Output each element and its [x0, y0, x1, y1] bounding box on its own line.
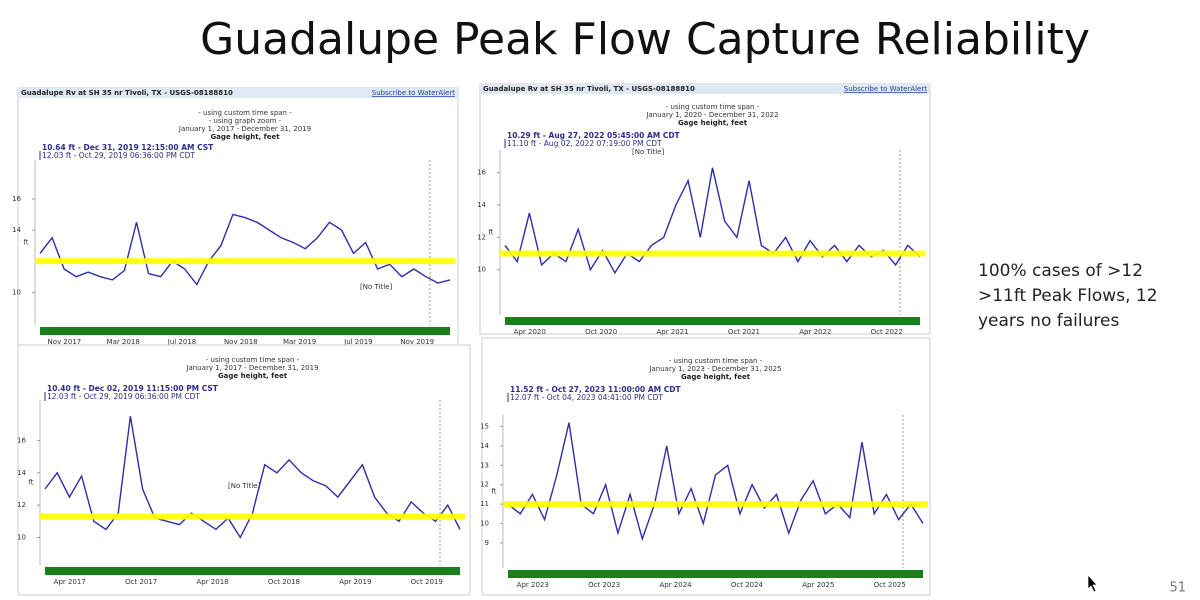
y-tick-label: 15	[480, 423, 489, 431]
note-line: years no failures	[978, 311, 1119, 331]
x-tick-label: Apr 2022	[799, 328, 831, 336]
note-line: 100% cases of >12	[978, 261, 1143, 281]
x-tick-label: Oct 2018	[268, 578, 300, 586]
readout: 11.10 ft - Aug 02, 2022 07:19:00 PM CDT	[507, 139, 662, 148]
x-tick-label: Apr 2017	[54, 578, 86, 586]
readout: 12.07 ft - Oct 04, 2023 04:41:00 PM CDT	[510, 393, 663, 402]
approval-bar	[508, 570, 923, 578]
x-tick-label: Jul 2019	[343, 338, 373, 346]
no-title-label: [No Title]	[632, 148, 664, 156]
y-tick-label: 14	[480, 442, 489, 450]
x-tick-label: Apr 2018	[196, 578, 228, 586]
approval-bar	[40, 327, 450, 335]
y-tick-label: 9	[485, 539, 489, 547]
y-tick-label: 11	[480, 500, 489, 508]
x-tick-label: Nov 2019	[400, 338, 434, 346]
x-tick-label: Apr 2019	[339, 578, 371, 586]
page-number: 51	[1169, 581, 1186, 596]
no-title-label: [No Title]	[360, 283, 392, 291]
x-tick-label: Oct 2019	[411, 578, 443, 586]
cursor	[1087, 574, 1098, 593]
x-tick-label: Oct 2020	[585, 328, 617, 336]
x-tick-label: Oct 2023	[588, 581, 620, 589]
readout: 10.29 ft - Aug 27, 2022 05:45:00 AM CDT	[507, 131, 681, 140]
x-tick-label: Nov 2017	[48, 338, 82, 346]
x-tick-label: Oct 2021	[728, 328, 760, 336]
panel-frame	[17, 344, 471, 596]
readout: 10.64 ft - Dec 31, 2019 12:15:00 AM CST	[42, 143, 214, 152]
graph-subtitle: January 1, 2020 - December 31, 2022	[645, 111, 778, 119]
no-title-label: [No Title]	[228, 482, 260, 490]
graph-subtitle: - using custom time span -	[206, 356, 300, 364]
x-tick-label: Nov 2018	[224, 338, 258, 346]
x-tick-label: Apr 2023	[517, 581, 549, 589]
y-tick-label: 14	[12, 226, 21, 234]
y-tick-label: 12	[477, 233, 486, 241]
y-tick-label: 10	[477, 266, 486, 274]
graph-subtitle: January 1, 2017 - December 31, 2019	[178, 125, 311, 133]
graph-subtitle: - using custom time span -	[666, 103, 760, 111]
x-tick-label: Oct 2024	[731, 581, 764, 589]
y-axis-label: ft	[28, 479, 33, 487]
gage-height-line	[507, 422, 924, 542]
readout: 12.03 ft - Oct 29, 2019 06:36:00 PM CDT	[42, 151, 195, 160]
y-axis-label: ft	[488, 229, 493, 237]
panel-frame	[481, 337, 931, 596]
x-tick-label: Apr 2021	[656, 328, 688, 336]
graph-subtitle: - using custom time span -	[669, 357, 763, 365]
y-tick-label: 10	[480, 519, 489, 527]
y-tick-label: 10	[17, 534, 26, 542]
graph-subtitle: January 1, 2017 - December 31, 2019	[185, 364, 318, 372]
graph-subtitle: - using graph zoom -	[209, 117, 282, 125]
graph-subtitle: Gage height, feet	[218, 372, 288, 380]
y-tick-label: 16	[12, 195, 21, 203]
x-tick-label: Mar 2018	[107, 338, 140, 346]
panel-header	[18, 88, 458, 98]
panel-header	[480, 84, 930, 94]
y-axis-label: ft	[491, 488, 496, 496]
readout: 10.40 ft - Dec 02, 2019 11:15:00 PM CST	[47, 384, 219, 393]
note-line: >11ft Peak Flows, 12	[978, 286, 1158, 306]
y-tick-label: 16	[17, 436, 26, 444]
graph-subtitle: Gage height, feet	[210, 133, 280, 141]
subscribe-link[interactable]: Subscribe to WaterAlert	[372, 89, 455, 97]
y-tick-label: 13	[480, 461, 489, 469]
x-tick-label: Jul 2018	[167, 338, 197, 346]
subscribe-link[interactable]: Subscribe to WaterAlert	[844, 85, 927, 93]
x-tick-label: Apr 2020	[514, 328, 546, 336]
approval-bar	[505, 317, 920, 325]
readout: 11.52 ft - Oct 27, 2023 11:00:00 AM CDT	[510, 385, 681, 394]
x-tick-label: Oct 2017	[125, 578, 157, 586]
slide-title: Guadalupe Peak Flow Capture Reliability	[200, 14, 1090, 65]
y-tick-label: 12	[480, 481, 489, 489]
y-axis-label: ft	[23, 239, 28, 247]
y-tick-label: 12	[17, 501, 26, 509]
y-tick-label: 16	[477, 169, 486, 177]
x-tick-label: Oct 2022	[871, 328, 903, 336]
station-header: Guadalupe Rv at SH 35 nr Tivoli, TX - US…	[483, 85, 695, 93]
x-tick-label: Apr 2025	[802, 581, 834, 589]
readout: 12.03 ft - Oct 29, 2019 06:36:00 PM CDT	[47, 392, 200, 401]
x-tick-label: Mar 2019	[283, 338, 316, 346]
approval-bar	[45, 567, 460, 575]
station-header: Guadalupe Rv at SH 35 nr Tivoli, TX - US…	[21, 89, 233, 97]
graph-subtitle: Gage height, feet	[681, 373, 751, 381]
y-tick-label: 14	[477, 201, 486, 209]
x-tick-label: Oct 2025	[874, 581, 906, 589]
x-tick-label: Apr 2024	[659, 581, 692, 589]
graph-subtitle: January 1, 2023 - December 31, 2025	[648, 365, 781, 373]
gage-height-line	[39, 213, 451, 286]
y-tick-label: 10	[12, 288, 21, 296]
graph-subtitle: Gage height, feet	[678, 119, 748, 127]
graph-subtitle: - using custom time span -	[198, 109, 292, 117]
y-tick-label: 14	[17, 469, 26, 477]
